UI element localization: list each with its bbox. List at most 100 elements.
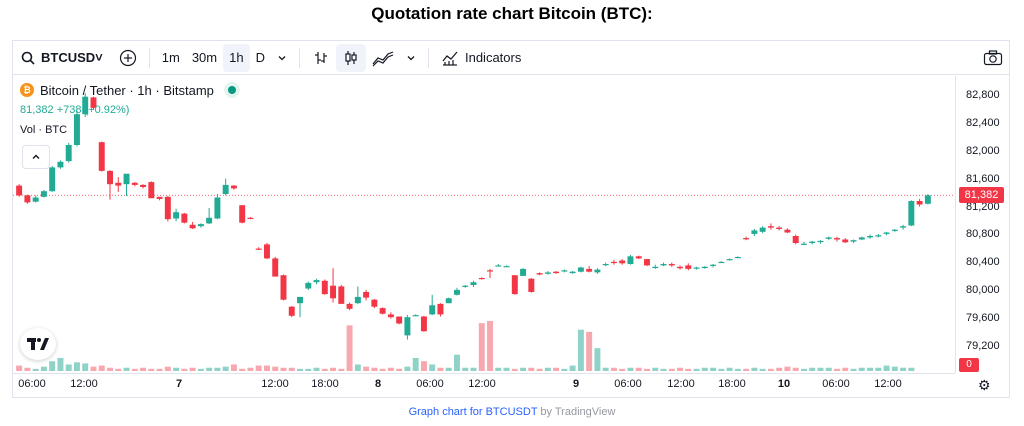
price-tick-label: 80,000	[966, 284, 1000, 296]
tradingview-logo-icon[interactable]	[20, 328, 56, 360]
compare-add-button[interactable]	[113, 44, 143, 72]
toolbar-divider	[427, 47, 429, 68]
time-tick-label: 12:00	[874, 378, 902, 390]
volume-bar	[569, 365, 576, 371]
candle-body	[412, 315, 419, 317]
candle-body	[784, 229, 791, 233]
candle-body	[272, 258, 279, 277]
candle-body	[809, 241, 816, 243]
volume-bar	[908, 367, 915, 371]
price-chart-canvas[interactable]	[13, 76, 955, 373]
volume-bar	[363, 366, 370, 371]
snapshot-button[interactable]	[977, 44, 1009, 72]
price-tick-label: 82,400	[966, 117, 1000, 129]
chart-link[interactable]: Graph chart for BTCUSDT	[408, 406, 538, 418]
candle-body	[759, 227, 766, 232]
volume-bar	[98, 365, 105, 371]
volume-bar	[701, 367, 708, 371]
candle-body	[660, 264, 667, 266]
area-style-button[interactable]	[366, 44, 400, 72]
candle-body	[214, 197, 221, 219]
volume-bar	[57, 357, 64, 371]
time-tick-label: 12:00	[261, 378, 289, 390]
candle-body	[330, 285, 337, 299]
volume-bar	[404, 366, 411, 371]
legend-volume-label: Vol · BTC	[20, 124, 68, 136]
candle-body	[148, 182, 155, 199]
interval-dropdown-button[interactable]	[271, 44, 293, 72]
candle-body	[181, 213, 188, 223]
volume-bar	[115, 368, 122, 371]
candle-body	[825, 237, 832, 239]
candle-body	[247, 217, 254, 219]
volume-bar	[668, 368, 675, 371]
candle-body	[924, 195, 931, 204]
volume-bar	[263, 365, 270, 371]
time-tick-label: 9	[572, 378, 580, 390]
symbol-label: BTCUSD˅	[41, 50, 103, 65]
time-axis[interactable]	[13, 373, 955, 398]
volume-bar	[32, 368, 39, 371]
time-tick-label: 06:00	[614, 378, 642, 390]
volume-bar	[867, 367, 874, 371]
symbol-search-button[interactable]: BTCUSD˅	[13, 44, 113, 72]
bar-style-button[interactable]	[306, 44, 336, 72]
volume-bar	[825, 367, 832, 371]
volume-bar	[297, 368, 303, 371]
candle-body	[131, 182, 138, 185]
price-tick-label: 82,000	[966, 145, 1000, 157]
volume-bar	[387, 367, 394, 371]
time-tick-label: 06:00	[18, 378, 46, 390]
volume-bar	[652, 367, 659, 371]
candle-body	[280, 275, 287, 300]
candle-body	[668, 264, 675, 266]
interval-1m[interactable]: 1m	[161, 50, 180, 65]
candle-body	[297, 296, 303, 304]
chart-toolbar: BTCUSD˅ 1m 30m 1h D Indicators	[13, 41, 1009, 75]
volume-bar	[850, 368, 857, 371]
candle-body	[379, 308, 386, 314]
candle-body	[685, 265, 692, 269]
toolbar-divider	[298, 47, 300, 68]
volume-bar	[544, 367, 551, 371]
candle-body	[454, 289, 460, 295]
volume-bar	[718, 368, 725, 371]
candle-body	[396, 316, 403, 324]
interval-30m[interactable]: 30m	[191, 50, 218, 65]
chart-type-dropdown-button[interactable]	[400, 44, 422, 72]
time-tick-label: 10	[777, 378, 791, 390]
candle-body	[495, 265, 502, 267]
candle-body	[610, 261, 617, 264]
candle-body	[371, 299, 378, 307]
indicators-button[interactable]: Indicators	[435, 44, 527, 72]
candle-body	[255, 248, 262, 250]
volume-bar	[454, 354, 460, 371]
price-scale[interactable]	[955, 76, 1010, 373]
candle-body	[561, 270, 568, 272]
candle-body	[82, 96, 89, 115]
candle-body	[710, 264, 717, 266]
candle-body	[206, 217, 213, 224]
settings-gear-icon[interactable]: ⚙	[978, 377, 991, 393]
candle-body	[908, 201, 915, 226]
candle-body	[115, 182, 122, 186]
candle-body	[107, 170, 113, 185]
volume-bar	[420, 361, 427, 371]
market-status-icon[interactable]	[223, 82, 240, 98]
interval-1h[interactable]: 1h	[223, 43, 250, 72]
time-tick-label: 18:00	[311, 378, 339, 390]
candle-body	[594, 269, 601, 273]
candles-style-button[interactable]	[335, 43, 366, 72]
candle-body	[24, 195, 31, 203]
candle-body	[677, 266, 684, 269]
volume-bar	[272, 366, 279, 371]
candle-body	[701, 266, 708, 268]
collapse-legend-button[interactable]	[22, 145, 50, 169]
volume-bar	[610, 367, 617, 371]
interval-d[interactable]: D	[255, 50, 265, 65]
volume-bar	[528, 367, 535, 371]
current-price-tag: 81,382	[959, 187, 1004, 203]
candle-body	[503, 266, 510, 268]
candle-body	[470, 282, 477, 285]
chevron-down-icon	[407, 55, 415, 60]
